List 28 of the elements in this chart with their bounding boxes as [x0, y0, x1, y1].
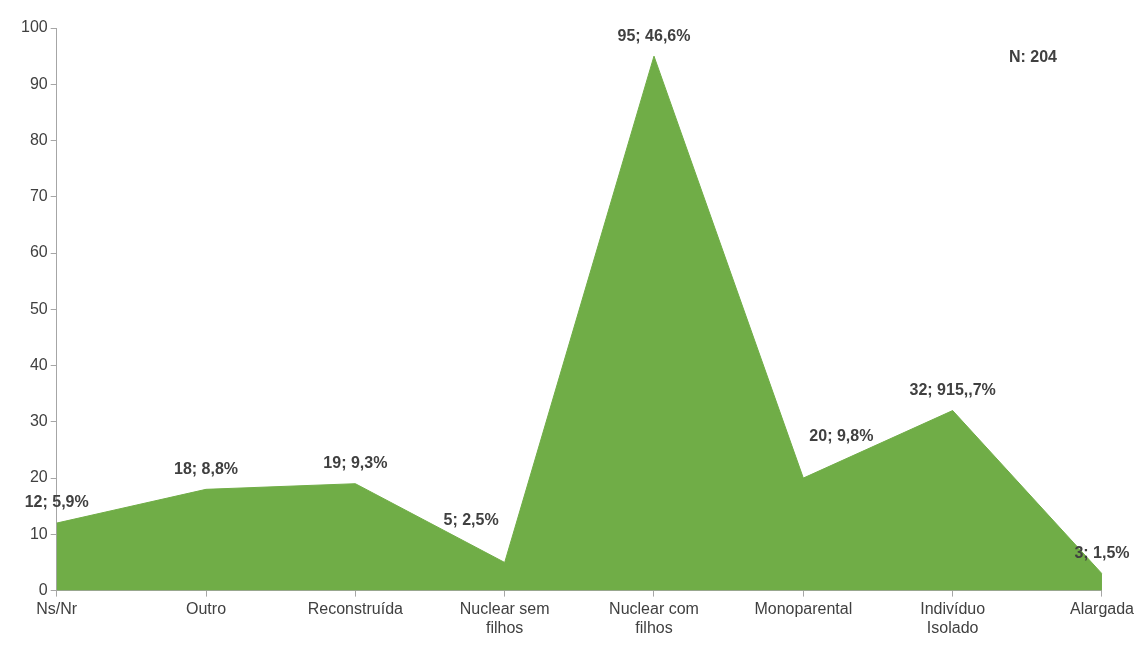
x-tick-label: Reconstruída — [307, 599, 404, 617]
x-tick-label: Ns/Nr — [36, 599, 78, 617]
data-label: 3; 1,5% — [1074, 544, 1130, 562]
x-tick-label: Nuclear sem filhos — [459, 599, 550, 636]
data-label: 95; 46,6% — [617, 26, 691, 44]
x-tick-label: Alargada — [1069, 599, 1135, 617]
y-tick-label: 80 — [29, 130, 48, 148]
y-tick-label: 100 — [20, 18, 48, 36]
data-label: 18; 8,8% — [174, 459, 239, 477]
y-tick-label: 50 — [29, 299, 48, 317]
x-tick-label: Nuclear com filhos — [609, 599, 699, 636]
data-label: 5; 2,5% — [443, 510, 499, 528]
x-tick-label: Monoparental — [754, 599, 853, 617]
data-label: 20; 9,8% — [809, 426, 874, 444]
annotation: N: 204 — [1008, 48, 1058, 66]
y-tick-label: 90 — [29, 74, 48, 92]
y-tick-label: 30 — [29, 412, 48, 430]
data-label: 19; 9,3% — [323, 454, 388, 472]
x-tick-label: Indivíduo Isolado — [920, 599, 986, 636]
y-tick-label: 40 — [29, 355, 48, 373]
y-tick-label: 60 — [29, 243, 48, 261]
data-label: 32; 915,,7% — [909, 380, 996, 398]
y-tick-label: 10 — [29, 524, 48, 542]
y-tick-label: 20 — [29, 468, 48, 486]
y-tick-label: 70 — [29, 187, 48, 205]
y-tick-label: 0 — [38, 581, 48, 599]
data-label: 12; 5,9% — [24, 493, 89, 511]
x-tick-label: Outro — [186, 599, 227, 617]
